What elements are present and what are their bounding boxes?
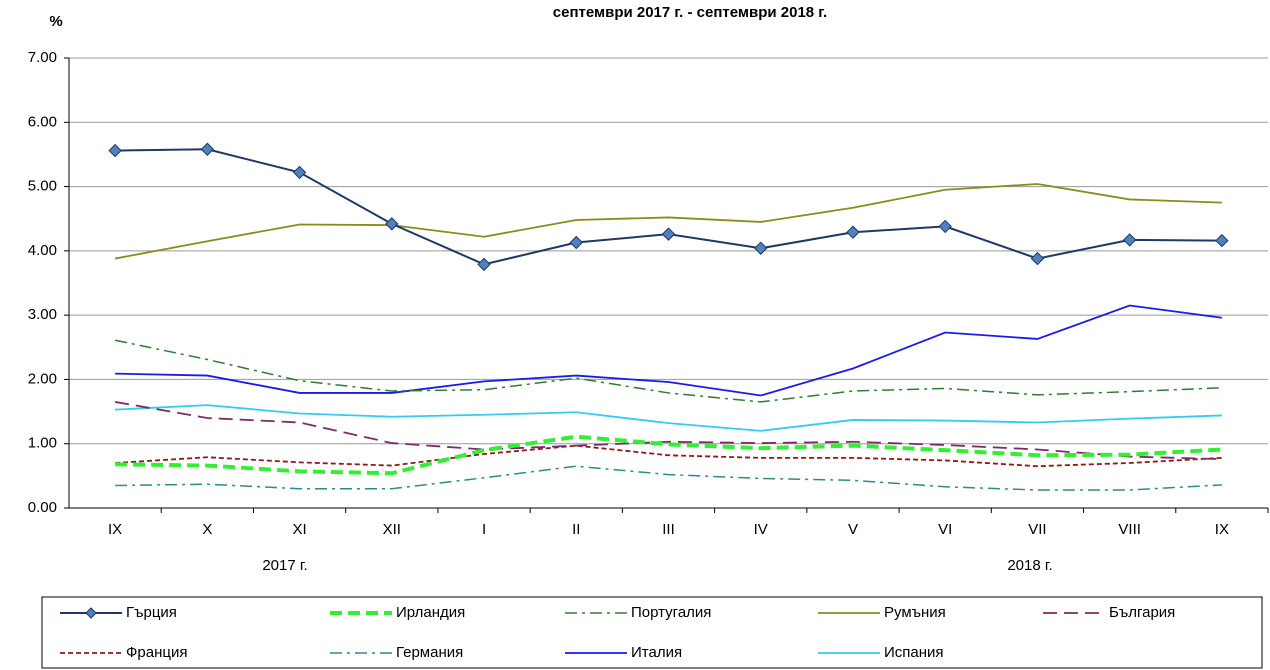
point-marker [477,257,491,272]
point-marker [200,142,215,156]
point-marker [1215,233,1229,248]
point-marker [108,143,122,158]
legend-label: България [1109,604,1175,621]
y-tick-label: 0.00 [28,499,57,516]
x-tick-label: II [572,521,580,538]
y-axis-label: % [49,13,62,30]
series-line [115,404,1222,432]
point-marker [385,217,399,231]
point-marker [938,219,952,234]
series-line [114,339,1222,403]
point-marker [661,227,676,241]
legend-label: Испания [884,644,944,661]
legend-label: Франция [126,644,187,661]
series-line [114,401,1222,461]
point-marker [569,235,583,250]
series-line [115,304,1222,397]
x-tick-label: IV [754,521,768,538]
point-marker [1030,251,1045,266]
legend-marker [85,607,97,619]
series-line [115,148,1222,266]
x-tick-label: IX [1215,521,1229,538]
x-tick-label: X [202,521,212,538]
point-marker [1122,233,1137,247]
y-tick-label: 1.00 [28,435,57,452]
legend-label: Италия [631,644,682,661]
series-line [115,444,1222,468]
year-label: 2018 г. [1007,557,1052,574]
point-marker [846,225,860,239]
legend-box [41,596,1263,669]
y-tick-label: 6.00 [28,113,57,130]
x-tick-label: V [848,521,858,538]
x-tick-label: IX [108,521,122,538]
y-tick-label: 5.00 [28,178,57,195]
legend-label: Германия [396,644,463,661]
x-tick-label: XII [383,521,401,538]
chart-title: септември 2017 г. - септември 2018 г. [553,4,827,21]
x-tick-label: XI [292,521,306,538]
point-marker [754,241,768,255]
legend-label: Португалия [631,604,711,621]
x-tick-label: VIII [1118,521,1141,538]
x-tick-label: III [662,521,675,538]
y-tick-label: 3.00 [28,306,57,323]
y-tick-label: 7.00 [28,49,57,66]
series-line [115,465,1222,491]
x-tick-label: I [482,521,486,538]
y-tick-label: 4.00 [28,242,57,259]
legend-label: Румъния [884,604,946,621]
y-tick-label: 2.00 [28,370,57,387]
legend-label: Ирландия [396,604,465,621]
legend-label: Гърция [126,604,177,621]
x-tick-label: VI [938,521,952,538]
point-marker [292,165,307,180]
x-tick-label: VII [1028,521,1046,538]
year-label: 2017 г. [262,557,307,574]
series-line [114,183,1222,260]
series-line [115,434,1222,476]
